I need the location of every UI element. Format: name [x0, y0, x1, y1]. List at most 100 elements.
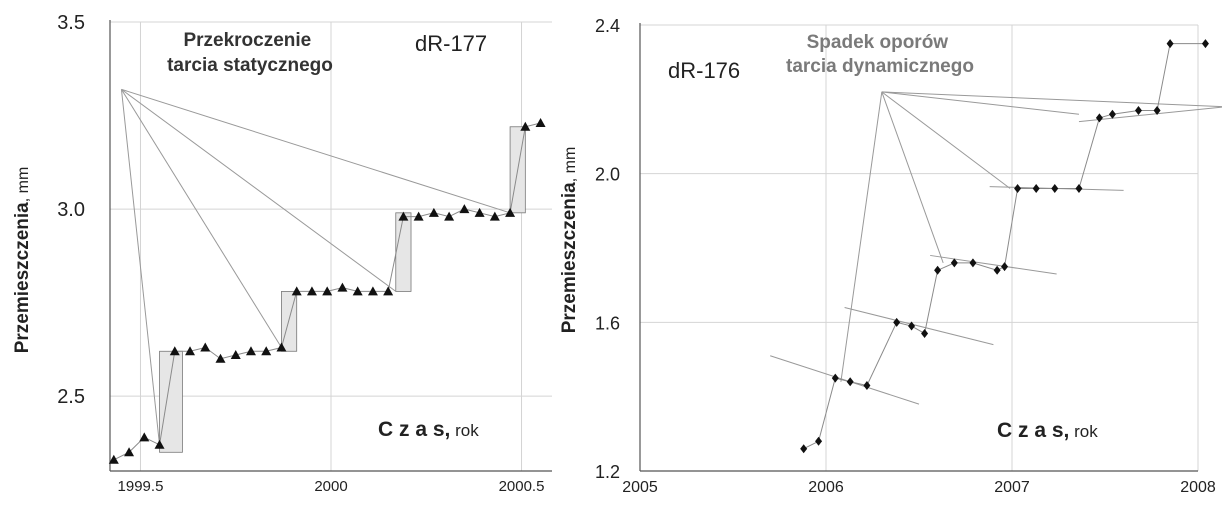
y-axis-label-unit: , mm [562, 147, 579, 183]
data-point [1134, 105, 1142, 115]
data-point [969, 258, 977, 268]
x-tick-label: 2005 [622, 479, 658, 496]
grid-dR-176 [639, 23, 1199, 472]
data-point [1108, 109, 1116, 119]
data-point [261, 346, 272, 356]
x-tick-label: 2008 [1180, 479, 1216, 496]
y-axis-label-dR-177: Przemieszczenia, mm [12, 167, 33, 354]
series-dR-177 [108, 118, 546, 464]
x-tick-label: 2006 [808, 479, 844, 496]
x-axis-label-dR-177: C z a s, rok [378, 418, 479, 441]
data-point [831, 373, 839, 383]
annotation-leader-line [121, 88, 397, 292]
data-point [934, 265, 942, 275]
step-band [395, 212, 412, 292]
data-point [200, 342, 211, 352]
data-point [215, 353, 226, 363]
annotation-label-dR-176: Spadek oporów tarcia dynamicznego [786, 32, 974, 77]
data-point [1166, 39, 1174, 49]
data-point [230, 350, 241, 360]
y-axis-label-main: Przemieszczenia [559, 182, 580, 333]
x-axis-label-dR-176: C z a s, rok [997, 419, 1098, 442]
x-axis-label-main: C z a s, [378, 418, 450, 441]
data-point [993, 265, 1001, 275]
data-point [322, 286, 333, 296]
data-point [846, 377, 854, 387]
data-point [489, 211, 500, 221]
data-point [444, 211, 455, 221]
data-point [815, 436, 823, 446]
y-tick-label: 3.5 [57, 12, 85, 34]
data-point [154, 439, 165, 449]
data-point [108, 454, 119, 464]
data-point [474, 207, 485, 217]
data-point [367, 286, 378, 296]
band-layer-dR-176 [770, 106, 1222, 405]
x-tick-label: 1999.5 [118, 478, 164, 495]
grid-dR-177 [109, 20, 552, 472]
annotation-lines-dR-177 [120, 88, 511, 445]
y-tick-label: 2.4 [595, 16, 620, 36]
data-point [459, 204, 470, 214]
data-point [352, 286, 363, 296]
y-tick-label: 2.0 [595, 165, 620, 185]
chart-label-dR-176: dR-176 [668, 58, 740, 83]
step-band [159, 350, 183, 453]
data-point [800, 444, 808, 454]
y-tick-label: 2.5 [57, 386, 85, 408]
data-point [950, 258, 958, 268]
x-tick-label: 2007 [994, 479, 1030, 496]
data-point [291, 286, 302, 296]
data-point [337, 282, 348, 292]
x-axis-label-main: C z a s, [997, 419, 1069, 442]
trend-segment [930, 254, 1057, 275]
annotation-lines-dR-176 [840, 91, 1222, 382]
data-point [306, 286, 317, 296]
data-point [413, 211, 424, 221]
annotation-leader-line [120, 89, 161, 445]
data-point [1095, 113, 1103, 123]
annotation-line1: Przekroczenie [183, 30, 311, 51]
annotation-line1: Spadek oporów [807, 32, 949, 53]
annotation-leader-line [881, 91, 1080, 115]
data-point [1014, 184, 1022, 194]
y-axis-label-unit: , mm [15, 167, 32, 203]
x-axis-label-unit: rok [1069, 422, 1098, 441]
x-tick-label: 2000 [314, 478, 347, 495]
annotation-line2: tarcia statycznego [167, 55, 333, 76]
series-line [803, 43, 1206, 450]
data-point [383, 286, 394, 296]
x-tick-label: 2000.5 [499, 478, 545, 495]
data-point [398, 211, 409, 221]
data-point [893, 317, 901, 327]
annotation-leader-line [121, 88, 511, 214]
data-point [505, 207, 516, 217]
y-axis-label-main: Przemieszczenia [12, 202, 33, 353]
y-tick-label: 3.0 [57, 199, 85, 221]
data-point [908, 321, 916, 331]
data-point [428, 207, 439, 217]
data-point [124, 447, 135, 457]
y-tick-label: 1.6 [595, 313, 620, 333]
chart-dR-177: 1999.5 2000 2000.5 2.5 3.0 3.5 dR-177 Przekro… [12, 12, 552, 495]
annotation-leader-line [881, 91, 1222, 108]
data-point [185, 346, 196, 356]
chart-label-dR-177: dR-177 [415, 31, 487, 56]
series-dR-176 [800, 39, 1209, 454]
annotation-leader-line [881, 91, 944, 264]
data-point [863, 381, 871, 391]
data-point [1032, 184, 1040, 194]
annotation-leader-line [840, 91, 883, 382]
data-point [520, 121, 531, 131]
tick-labels-dR-176: 2005 2006 2007 2008 1.2 1.6 2.0 2.4 [595, 16, 1216, 496]
data-point [1201, 39, 1209, 49]
x-axis-label-unit: rok [450, 421, 479, 440]
y-axis-label-dR-176: Przemieszczenia, mm [559, 147, 580, 334]
y-tick-label: 1.2 [595, 462, 620, 482]
data-point [1001, 262, 1009, 272]
data-point [1075, 184, 1083, 194]
data-point [1153, 105, 1161, 115]
data-point [139, 432, 150, 442]
annotation-leader-line [881, 91, 1011, 189]
